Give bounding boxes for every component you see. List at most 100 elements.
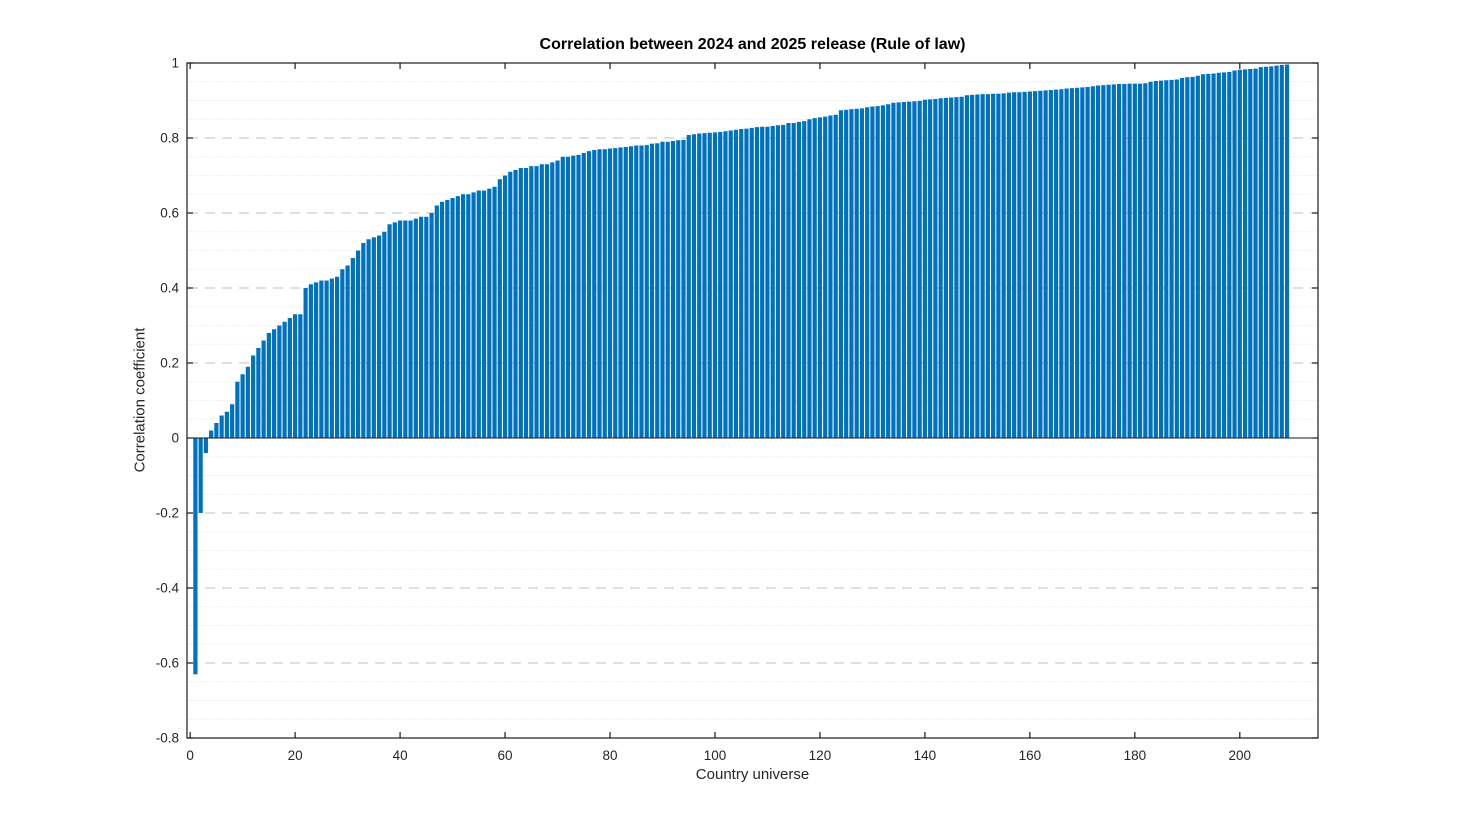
bar	[823, 116, 828, 439]
x-tick-label: 80	[602, 748, 617, 763]
bar	[261, 340, 266, 438]
bar	[408, 220, 413, 438]
bar	[329, 278, 334, 439]
bar	[539, 164, 544, 438]
bar	[1033, 91, 1038, 439]
bar	[828, 115, 833, 438]
bar	[628, 146, 634, 438]
bar	[1043, 90, 1048, 439]
bar	[739, 129, 744, 438]
x-tick-label: 40	[393, 748, 408, 763]
bar	[928, 99, 933, 439]
bar	[712, 132, 718, 439]
x-tick-label: 160	[1019, 748, 1042, 763]
bar	[865, 107, 870, 438]
tick-marks	[187, 62, 1318, 739]
bar	[781, 124, 786, 439]
bar	[817, 117, 823, 439]
bar	[1027, 91, 1032, 438]
bar	[361, 243, 366, 438]
bar	[1227, 72, 1232, 438]
bar	[1048, 90, 1053, 438]
y-tick-label: 0	[171, 431, 179, 446]
bar	[1111, 84, 1116, 439]
bar	[1174, 79, 1179, 438]
bar	[1069, 88, 1074, 439]
bar	[266, 333, 271, 438]
bar	[1269, 66, 1274, 439]
bar	[487, 188, 492, 439]
y-tick-label: 0.6	[160, 206, 179, 221]
bar	[376, 235, 382, 438]
bar	[1242, 69, 1248, 439]
y-tick-label: 0.8	[160, 131, 179, 146]
bar	[529, 166, 534, 439]
x-axis-label: Country universe	[695, 766, 810, 783]
bar	[954, 97, 959, 439]
bar	[1006, 92, 1011, 439]
bar	[1248, 69, 1253, 438]
bar	[1148, 81, 1153, 438]
bar	[235, 381, 240, 438]
bar	[1012, 92, 1017, 438]
bar	[209, 430, 214, 438]
bar	[434, 205, 439, 438]
x-tick-label: 20	[288, 748, 303, 763]
bar	[466, 194, 471, 438]
bar	[649, 143, 655, 439]
bar	[733, 129, 739, 438]
bar	[765, 126, 770, 438]
bar	[1190, 76, 1195, 439]
bar	[1253, 68, 1258, 439]
bar	[366, 239, 371, 438]
bar	[387, 224, 392, 438]
bar	[576, 154, 581, 439]
bar	[586, 151, 592, 439]
x-tick-label: 100	[704, 748, 727, 763]
bar	[838, 110, 844, 438]
x-tick-label: 180	[1124, 748, 1147, 763]
bar	[1211, 73, 1216, 438]
bar	[896, 102, 901, 439]
bar	[933, 99, 938, 438]
bar	[345, 265, 350, 438]
bar	[293, 314, 298, 438]
x-tick-label: 200	[1229, 748, 1252, 763]
bar	[371, 237, 376, 438]
bar	[859, 108, 865, 439]
bar	[623, 147, 628, 438]
bar	[728, 130, 733, 438]
bar	[1179, 78, 1185, 438]
bar	[938, 98, 943, 438]
bar	[308, 284, 313, 438]
bar	[691, 134, 697, 438]
bar	[550, 162, 555, 439]
bar	[1164, 80, 1169, 438]
bar	[571, 155, 576, 439]
bar	[1106, 84, 1111, 438]
bar	[844, 109, 849, 439]
bar	[670, 141, 676, 438]
bar	[770, 126, 775, 438]
bar	[639, 145, 644, 438]
bars-group	[193, 64, 1290, 675]
bar	[513, 169, 518, 439]
bar	[1096, 85, 1101, 438]
bar	[655, 143, 660, 438]
bar	[230, 404, 235, 438]
bar	[403, 220, 408, 438]
bar	[849, 109, 854, 439]
bar	[282, 321, 287, 438]
bar	[964, 95, 969, 438]
bar	[833, 114, 838, 438]
bar	[335, 276, 340, 438]
bar	[324, 280, 329, 438]
bar	[786, 123, 791, 438]
bar	[429, 213, 434, 438]
bar	[592, 150, 597, 438]
bar	[272, 329, 277, 438]
bar	[676, 140, 681, 438]
x-tick-label: 60	[498, 748, 513, 763]
bar	[613, 148, 618, 439]
